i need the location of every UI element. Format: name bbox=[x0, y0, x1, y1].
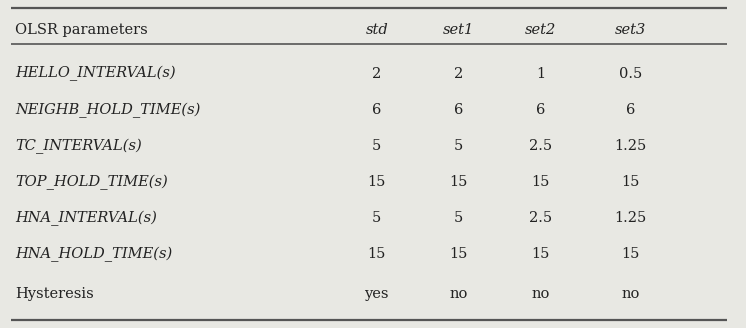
Text: set2: set2 bbox=[525, 23, 557, 36]
Text: set1: set1 bbox=[443, 23, 474, 36]
Text: 0.5: 0.5 bbox=[618, 67, 642, 81]
Text: 2.5: 2.5 bbox=[530, 211, 552, 225]
Text: no: no bbox=[621, 287, 639, 300]
Text: 6: 6 bbox=[626, 103, 635, 117]
Text: 5: 5 bbox=[372, 139, 381, 153]
Text: OLSR parameters: OLSR parameters bbox=[15, 23, 148, 36]
Text: 5: 5 bbox=[454, 139, 463, 153]
Text: 6: 6 bbox=[454, 103, 463, 117]
Text: HNA_HOLD_TIME(s): HNA_HOLD_TIME(s) bbox=[15, 247, 172, 262]
Text: 2: 2 bbox=[454, 67, 463, 81]
Text: yes: yes bbox=[365, 287, 389, 300]
Text: 15: 15 bbox=[621, 175, 639, 189]
Text: 15: 15 bbox=[621, 247, 639, 261]
Text: set3: set3 bbox=[615, 23, 646, 36]
Text: 5: 5 bbox=[454, 211, 463, 225]
Text: HNA_INTERVAL(s): HNA_INTERVAL(s) bbox=[15, 211, 157, 226]
Text: TOP_HOLD_TIME(s): TOP_HOLD_TIME(s) bbox=[15, 174, 168, 190]
Text: HELLO_INTERVAL(s): HELLO_INTERVAL(s) bbox=[15, 66, 175, 81]
Text: NEIGHB_HOLD_TIME(s): NEIGHB_HOLD_TIME(s) bbox=[15, 102, 200, 117]
Text: 15: 15 bbox=[368, 247, 386, 261]
Text: 1.25: 1.25 bbox=[614, 211, 647, 225]
Text: no: no bbox=[450, 287, 468, 300]
Text: 5: 5 bbox=[372, 211, 381, 225]
Text: 2.5: 2.5 bbox=[530, 139, 552, 153]
Text: 2: 2 bbox=[372, 67, 381, 81]
Text: 6: 6 bbox=[372, 103, 381, 117]
Text: 1: 1 bbox=[536, 67, 545, 81]
Text: 1.25: 1.25 bbox=[614, 139, 647, 153]
Text: 6: 6 bbox=[536, 103, 545, 117]
Text: TC_INTERVAL(s): TC_INTERVAL(s) bbox=[15, 138, 142, 154]
Text: std: std bbox=[366, 23, 388, 36]
Text: Hysteresis: Hysteresis bbox=[15, 287, 94, 300]
Text: no: no bbox=[532, 287, 550, 300]
Text: 15: 15 bbox=[532, 247, 550, 261]
Text: 15: 15 bbox=[450, 175, 468, 189]
Text: 15: 15 bbox=[368, 175, 386, 189]
Text: 15: 15 bbox=[450, 247, 468, 261]
Text: 15: 15 bbox=[532, 175, 550, 189]
